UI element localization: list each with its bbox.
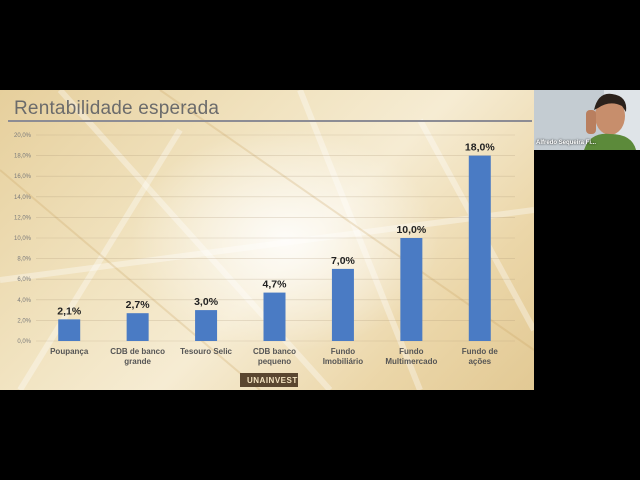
category-label: Poupança xyxy=(50,347,89,356)
data-label: 7,0% xyxy=(331,255,356,267)
presentation-slide: Rentabilidade esperada 0,0% 2,0% 4,0% 6,0% 8… xyxy=(0,90,534,390)
bar xyxy=(400,238,423,341)
category-label: Fundo de ações xyxy=(462,347,499,366)
bar xyxy=(126,313,149,341)
bar xyxy=(468,155,491,341)
category-label: CDB banco pequeno xyxy=(253,347,296,366)
y-tick-label: 8,0% xyxy=(17,257,31,263)
data-label: 4,7% xyxy=(263,279,288,291)
y-tick-label: 4,0% xyxy=(17,298,31,304)
y-tick-label: 12,0% xyxy=(14,215,32,221)
bar-chart: 0,0% 2,0% 4,0% 6,0% 8,0% 10,0% 12,0% 14,0% 16,0%… xyxy=(14,133,515,366)
category-label: Fundo Imobiliário xyxy=(323,347,364,366)
slide-title: Rentabilidade esperada xyxy=(14,98,220,119)
y-tick-label: 2,0% xyxy=(17,318,31,324)
participant-video-tile[interactable]: Alfredo Sequeira Fi... xyxy=(534,90,640,150)
bar xyxy=(331,268,354,341)
bar xyxy=(58,319,81,341)
bar xyxy=(263,292,286,341)
data-label: 3,0% xyxy=(194,296,219,308)
bar xyxy=(195,310,218,341)
y-tick-label: 10,0% xyxy=(14,236,32,242)
data-label: 10,0% xyxy=(396,224,426,236)
category-label: CDB de banco grande xyxy=(110,347,165,366)
category-label: Tesouro Selic xyxy=(180,347,232,356)
y-tick-label: 6,0% xyxy=(17,277,31,283)
y-tick-label: 20,0% xyxy=(14,133,32,139)
y-tick-label: 18,0% xyxy=(14,154,32,160)
participant-video-feed xyxy=(534,90,640,150)
data-label: 18,0% xyxy=(465,142,495,154)
category-label: Fundo Multimercado xyxy=(385,347,437,366)
data-label: 2,1% xyxy=(57,305,82,317)
participant-name: Alfredo Sequeira Fi... xyxy=(536,140,597,146)
data-label: 2,7% xyxy=(126,299,151,311)
y-tick-label: 16,0% xyxy=(14,174,32,180)
y-tick-label: 14,0% xyxy=(14,195,32,201)
unainvest-logo: UNAINVEST xyxy=(240,373,298,387)
logo-text: UNAINVEST xyxy=(247,375,298,385)
y-tick-label: 0,0% xyxy=(17,339,31,345)
title-divider xyxy=(8,120,532,122)
